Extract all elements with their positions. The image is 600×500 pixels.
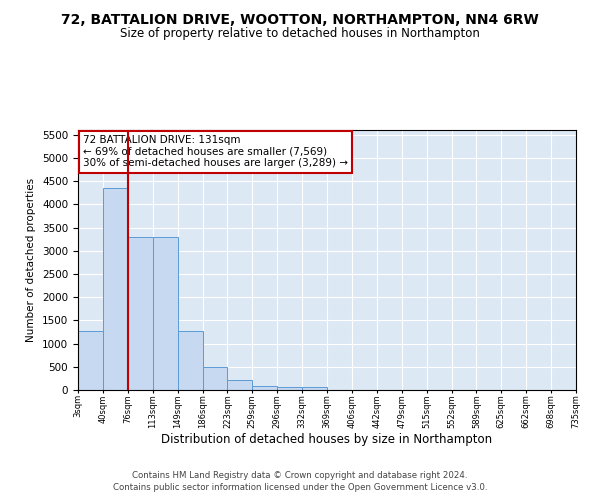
Text: Distribution of detached houses by size in Northampton: Distribution of detached houses by size … xyxy=(161,432,493,446)
Bar xyxy=(227,380,253,390)
Bar xyxy=(78,331,103,390)
Bar xyxy=(178,330,203,390)
Bar xyxy=(253,386,277,390)
Bar xyxy=(203,367,227,390)
Bar xyxy=(277,387,302,390)
Text: Contains public sector information licensed under the Open Government Licence v3: Contains public sector information licen… xyxy=(113,484,487,492)
Text: Contains HM Land Registry data © Crown copyright and database right 2024.: Contains HM Land Registry data © Crown c… xyxy=(132,471,468,480)
Y-axis label: Number of detached properties: Number of detached properties xyxy=(26,178,37,342)
Text: Size of property relative to detached houses in Northampton: Size of property relative to detached ho… xyxy=(120,28,480,40)
Text: 72 BATTALION DRIVE: 131sqm
← 69% of detached houses are smaller (7,569)
30% of s: 72 BATTALION DRIVE: 131sqm ← 69% of deta… xyxy=(83,135,348,168)
Bar xyxy=(302,387,327,390)
Text: 72, BATTALION DRIVE, WOOTTON, NORTHAMPTON, NN4 6RW: 72, BATTALION DRIVE, WOOTTON, NORTHAMPTO… xyxy=(61,12,539,26)
Bar xyxy=(103,188,128,390)
Bar xyxy=(128,237,153,390)
Bar xyxy=(152,237,178,390)
